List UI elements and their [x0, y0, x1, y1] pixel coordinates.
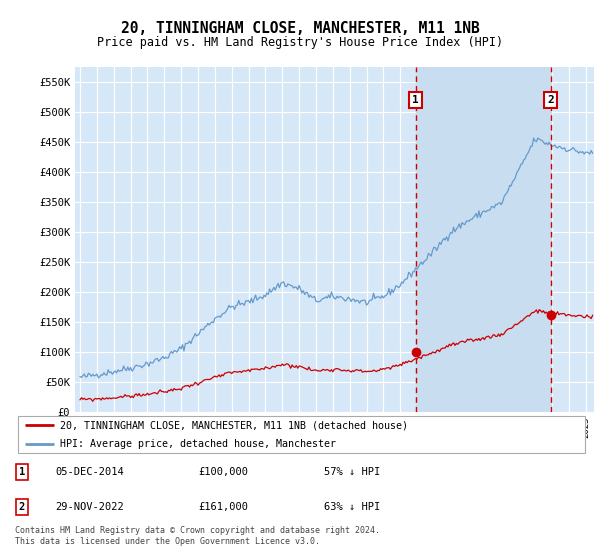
Text: 20, TINNINGHAM CLOSE, MANCHESTER, M11 1NB: 20, TINNINGHAM CLOSE, MANCHESTER, M11 1N… — [121, 21, 479, 36]
Text: 2: 2 — [547, 95, 554, 105]
Text: 20, TINNINGHAM CLOSE, MANCHESTER, M11 1NB (detached house): 20, TINNINGHAM CLOSE, MANCHESTER, M11 1N… — [59, 421, 407, 430]
Bar — [416, 67, 551, 412]
Text: £161,000: £161,000 — [199, 502, 248, 512]
Text: 29-NOV-2022: 29-NOV-2022 — [55, 502, 124, 512]
Text: Price paid vs. HM Land Registry's House Price Index (HPI): Price paid vs. HM Land Registry's House … — [97, 36, 503, 49]
Text: 63% ↓ HPI: 63% ↓ HPI — [325, 502, 380, 512]
Text: Contains HM Land Registry data © Crown copyright and database right 2024.
This d: Contains HM Land Registry data © Crown c… — [15, 526, 380, 546]
Text: 05-DEC-2014: 05-DEC-2014 — [55, 467, 124, 477]
Text: 2: 2 — [19, 502, 25, 512]
Text: 1: 1 — [412, 95, 419, 105]
FancyBboxPatch shape — [18, 416, 585, 453]
Text: HPI: Average price, detached house, Manchester: HPI: Average price, detached house, Manc… — [59, 439, 335, 449]
Text: 1: 1 — [19, 467, 25, 477]
Text: £100,000: £100,000 — [199, 467, 248, 477]
Text: 57% ↓ HPI: 57% ↓ HPI — [325, 467, 380, 477]
